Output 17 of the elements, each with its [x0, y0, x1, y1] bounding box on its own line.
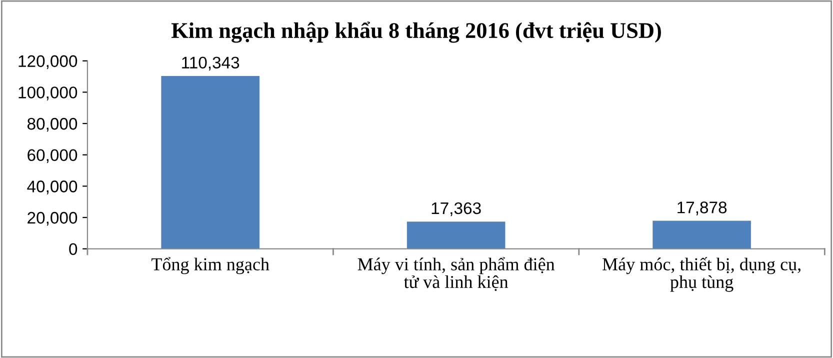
bar [652, 220, 751, 249]
y-tick-label: 120,000 [18, 55, 78, 70]
y-tick-label: 100,000 [18, 86, 78, 100]
x-tick-label: Tổng kim ngạch [151, 257, 270, 274]
x-tick-label: Máy móc, thiết bị, dụng cụ, phụ tùng [602, 257, 800, 292]
chart-title: Kim ngạch nhập khẩu 8 tháng 2016 (đvt triệu USD) [171, 22, 661, 43]
data-label: 17,363 [432, 202, 481, 216]
data-label: 17,878 [678, 202, 727, 216]
bar [406, 222, 506, 249]
data-label: 110,343 [182, 56, 240, 70]
y-tick-label: 80,000 [27, 118, 78, 132]
x-tick-label: Máy vi tính, sản phẩm điện tử và linh kiện [358, 257, 555, 291]
y-tick-label: 40,000 [27, 180, 78, 194]
y-tick-label: 20,000 [28, 212, 78, 226]
y-tick-label: 60,000 [28, 149, 78, 164]
bar [161, 76, 260, 249]
y-tick-label: 0 [69, 243, 78, 256]
